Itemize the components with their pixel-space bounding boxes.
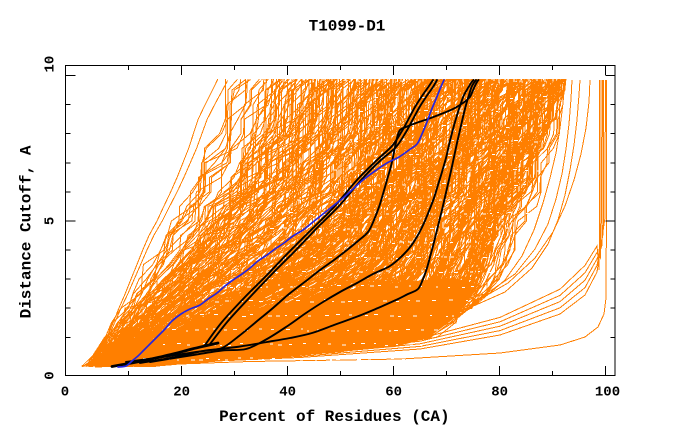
svg-text:80: 80 xyxy=(491,384,508,400)
svg-text:10: 10 xyxy=(43,56,59,73)
svg-text:Percent of Residues (CA): Percent of Residues (CA) xyxy=(219,408,449,426)
svg-text:T1099-D1: T1099-D1 xyxy=(309,18,386,36)
svg-text:0: 0 xyxy=(61,384,69,400)
svg-text:40: 40 xyxy=(279,384,296,400)
svg-text:0: 0 xyxy=(43,371,59,379)
svg-text:60: 60 xyxy=(385,384,402,400)
svg-text:Distance Cutoff, A: Distance Cutoff, A xyxy=(18,145,36,318)
svg-text:5: 5 xyxy=(43,217,59,225)
svg-text:20: 20 xyxy=(173,384,190,400)
svg-text:100: 100 xyxy=(595,384,620,400)
